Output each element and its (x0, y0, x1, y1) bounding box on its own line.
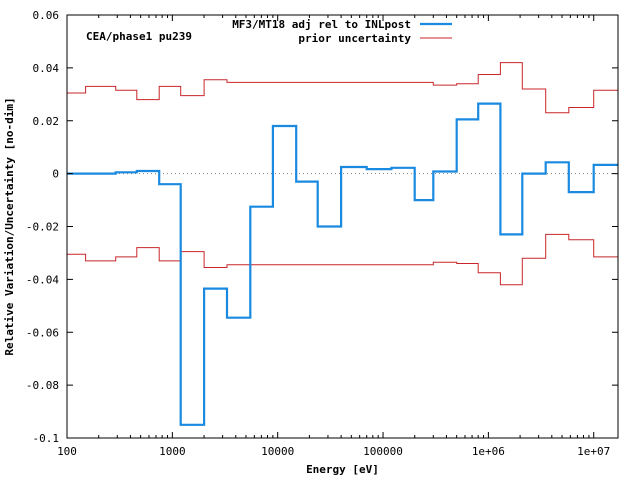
y-tick-label: 0.06 (33, 9, 60, 22)
x-tick-label: 100000 (363, 445, 403, 458)
legend: MF3/MT18 adj rel to INLpost prior uncert… (232, 18, 452, 45)
x-tick-label: 100 (57, 445, 77, 458)
x-axis-title: Energy [eV] (306, 463, 379, 476)
y-tick-label: 0.04 (33, 62, 60, 75)
dataset-annotation: CEA/phase1 pu239 (86, 30, 192, 43)
y-tick-label: 0.02 (33, 115, 60, 128)
prior-uncertainty-lower-line (67, 233, 618, 286)
tick-layer (66, 14, 618, 439)
legend-label-adjustment: MF3/MT18 adj rel to INLpost (232, 18, 411, 31)
x-tick-label: 10000 (261, 445, 294, 458)
x-tick-labels: 100 1000 10000 100000 1e+06 1e+07 (57, 445, 610, 458)
x-tick-label: 1e+07 (577, 445, 610, 458)
y-tick-labels: -0.1 -0.08 -0.06 -0.04 -0.02 0 0.02 0.04 0.06 (26, 9, 59, 445)
y-tick-label: -0.06 (26, 326, 59, 339)
y-tick-label: -0.04 (26, 273, 59, 286)
x-tick-label: 1e+06 (472, 445, 505, 458)
plot-frame (66, 14, 619, 439)
y-tick-label: -0.1 (33, 432, 60, 445)
y-tick-label: -0.02 (26, 221, 59, 234)
x-tick-label: 1000 (159, 445, 186, 458)
series-layer (67, 62, 618, 426)
y-axis-title: Relative Variation/Uncertainty [no-dim] (3, 97, 16, 355)
legend-label-prior-uncertainty: prior uncertainty (298, 32, 411, 45)
y-tick-label: 0 (52, 168, 59, 181)
adjustment-step-line (67, 102, 618, 426)
prior-uncertainty-upper-line (67, 62, 618, 114)
y-tick-label: -0.08 (26, 379, 59, 392)
